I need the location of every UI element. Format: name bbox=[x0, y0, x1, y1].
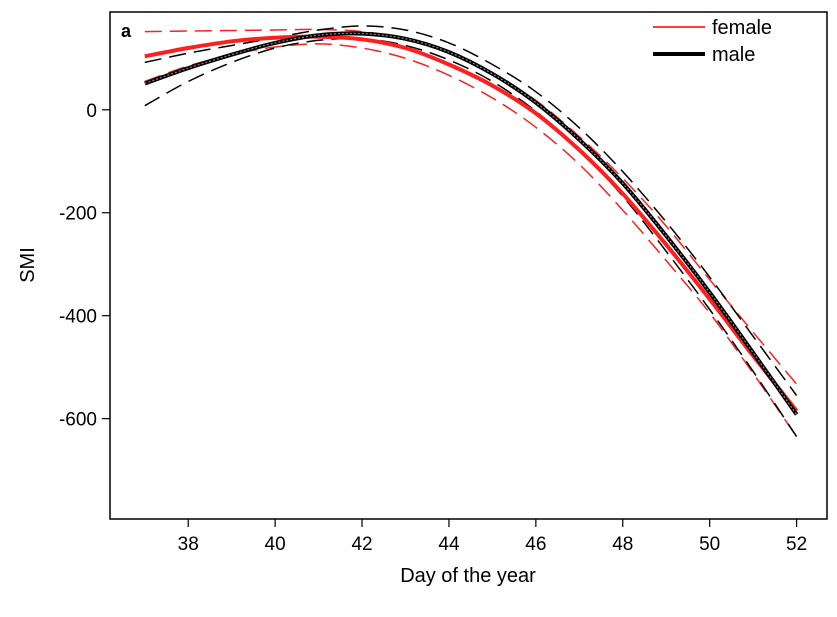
legend-label-male: male bbox=[712, 44, 755, 66]
legend-label-female: female bbox=[712, 17, 772, 39]
y-tick-label: -600 bbox=[59, 410, 97, 431]
x-tick-label: 42 bbox=[351, 534, 372, 555]
male-ci-lower-line bbox=[144, 37, 798, 438]
female-fit-line bbox=[144, 34, 799, 413]
x-tick-label: 40 bbox=[265, 534, 286, 555]
x-tick-label: 38 bbox=[178, 534, 199, 555]
y-tick-label: 0 bbox=[86, 101, 97, 122]
male-ci-upper-line bbox=[144, 25, 798, 396]
y-tick-label: -200 bbox=[59, 204, 97, 225]
x-tick-label: 52 bbox=[786, 534, 807, 555]
female-ci-lower-line bbox=[144, 43, 798, 438]
x-tick-label: 48 bbox=[612, 534, 633, 555]
x-tick-label: 44 bbox=[438, 534, 460, 555]
x-tick-label: 50 bbox=[699, 534, 720, 555]
x-tick-label: 46 bbox=[525, 534, 546, 555]
x-axis-title: Day of the year bbox=[400, 565, 536, 587]
y-axis-title: SMI bbox=[17, 247, 39, 283]
legend: female male bbox=[653, 17, 772, 66]
male-fit-overlay-line bbox=[144, 32, 798, 415]
y-tick-label: -400 bbox=[59, 307, 97, 328]
x-axis: 38 40 42 44 46 48 50 52 bbox=[178, 519, 807, 555]
male-fit-line bbox=[144, 31, 799, 416]
female-ci-upper-line bbox=[144, 28, 798, 385]
plot-frame bbox=[109, 11, 828, 520]
series-layer bbox=[144, 25, 799, 438]
panel-label: a bbox=[121, 21, 132, 41]
y-axis: 0 -200 -400 -600 bbox=[59, 101, 110, 431]
